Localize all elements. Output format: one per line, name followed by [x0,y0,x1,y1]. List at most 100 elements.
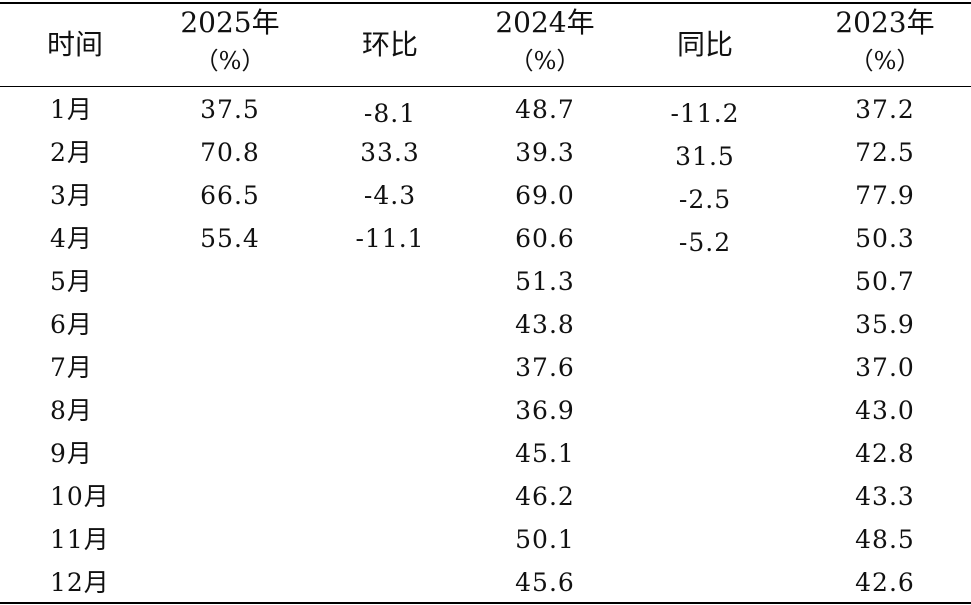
header-2023-label: 2023年 [835,6,935,39]
table-top-rule [0,2,971,4]
table-row: 12月 45.6 42.6 [0,561,971,604]
table-row: 2月 70.8 33.3 39.3 31.5 72.5 [0,131,971,174]
cell-mom [320,303,460,346]
header-time-label: 时间 [46,28,103,61]
cell-yoy [630,260,780,303]
cell-2024: 48.7 [515,95,575,124]
table-row: 4月 55.4 -11.1 60.6 -5.2 50.3 [0,217,971,260]
cell-mom: -4.3 [363,181,417,210]
cell-2023: 48.5 [855,525,915,554]
header-2024-label: 2024年 [495,6,595,39]
cell-mom: -8.1 [363,99,417,128]
cell-2023: 35.9 [855,310,915,339]
header-yoy: 同比 [630,4,780,86]
header-mom-label: 环比 [361,28,418,61]
cell-yoy: -5.2 [678,228,732,257]
table-bottom-rule [0,602,971,604]
cell-yoy [630,518,780,561]
table-row: 6月 43.8 35.9 [0,303,971,346]
cell-2025: 70.8 [200,138,260,167]
cell-mom: -11.1 [355,224,425,253]
header-mom: 环比 [320,4,460,86]
cell-month: 4月 [50,224,93,253]
table-row: 8月 36.9 43.0 [0,389,971,432]
cell-yoy: -2.5 [678,185,732,214]
cell-2025: 66.5 [200,181,260,210]
cell-2024: 45.6 [515,568,575,597]
cell-yoy: 31.5 [675,142,735,171]
cell-yoy: -11.2 [670,99,740,128]
cell-2024: 60.6 [515,224,575,253]
cell-month: 9月 [50,439,93,468]
cell-month: 7月 [50,353,93,382]
cell-mom [320,260,460,303]
table-row: 7月 37.6 37.0 [0,346,971,389]
cell-mom [320,346,460,389]
table-row: 5月 51.3 50.7 [0,260,971,303]
cell-2024: 51.3 [515,267,575,296]
cell-2025: 37.5 [200,95,260,124]
cell-2025 [150,260,310,303]
cell-mom [320,518,460,561]
cell-2025 [150,389,310,432]
header-2024: 2024年 （%） [465,4,625,86]
cell-yoy [630,561,780,604]
header-2024-unit: （%） [509,47,581,75]
cell-2023: 42.8 [855,439,915,468]
cell-2023: 72.5 [855,138,915,167]
cell-month: 8月 [50,396,93,425]
cell-2024: 69.0 [515,181,575,210]
table-body: 1月 37.5 -8.1 48.7 -11.2 37.2 2月 70.8 33.… [0,88,971,604]
cell-yoy [630,389,780,432]
header-2023: 2023年 （%） [805,4,965,86]
cell-2024: 43.8 [515,310,575,339]
cell-month: 11月 [50,525,110,554]
cell-month: 3月 [50,181,93,210]
cell-2024: 45.1 [515,439,575,468]
cell-2025 [150,518,310,561]
cell-2024: 37.6 [515,353,575,382]
cell-2024: 46.2 [515,482,575,511]
cell-2024: 50.1 [515,525,575,554]
cell-mom [320,561,460,604]
cell-2024: 39.3 [515,138,575,167]
table-row: 9月 45.1 42.8 [0,432,971,475]
cell-2023: 77.9 [855,181,915,210]
cell-2024: 36.9 [515,396,575,425]
cell-2023: 50.3 [855,224,915,253]
cell-2023: 37.2 [855,95,915,124]
cell-month: 2月 [50,138,93,167]
cell-2025 [150,432,310,475]
header-2025: 2025年 （%） [150,4,310,86]
cell-2023: 50.7 [855,267,915,296]
cell-2025: 55.4 [200,224,260,253]
cell-month: 1月 [50,95,93,124]
cell-month: 12月 [50,568,110,597]
header-time: 时间 [20,4,130,86]
table-row: 11月 50.1 48.5 [0,518,971,561]
cell-yoy [630,346,780,389]
header-2025-label: 2025年 [180,6,280,39]
cell-2025 [150,561,310,604]
cell-mom [320,389,460,432]
table-header: 时间 2025年 （%） 环比 2024年 （%） 同比 2023年 （%） [0,4,971,86]
table-row: 3月 66.5 -4.3 69.0 -2.5 77.9 [0,174,971,217]
header-2025-unit: （%） [194,47,266,75]
table-row: 10月 46.2 43.3 [0,475,971,518]
cell-2025 [150,346,310,389]
header-2023-unit: （%） [849,47,921,75]
cell-month: 10月 [50,482,110,511]
cell-month: 6月 [50,310,93,339]
cell-yoy [630,475,780,518]
cell-2023: 42.6 [855,568,915,597]
cell-yoy [630,303,780,346]
header-divider [0,86,971,87]
cell-mom [320,475,460,518]
cell-2023: 43.3 [855,482,915,511]
cell-2023: 37.0 [855,353,915,382]
cell-2023: 43.0 [855,396,915,425]
cell-2025 [150,475,310,518]
cell-mom: 33.3 [360,138,420,167]
header-yoy-label: 同比 [676,28,733,61]
